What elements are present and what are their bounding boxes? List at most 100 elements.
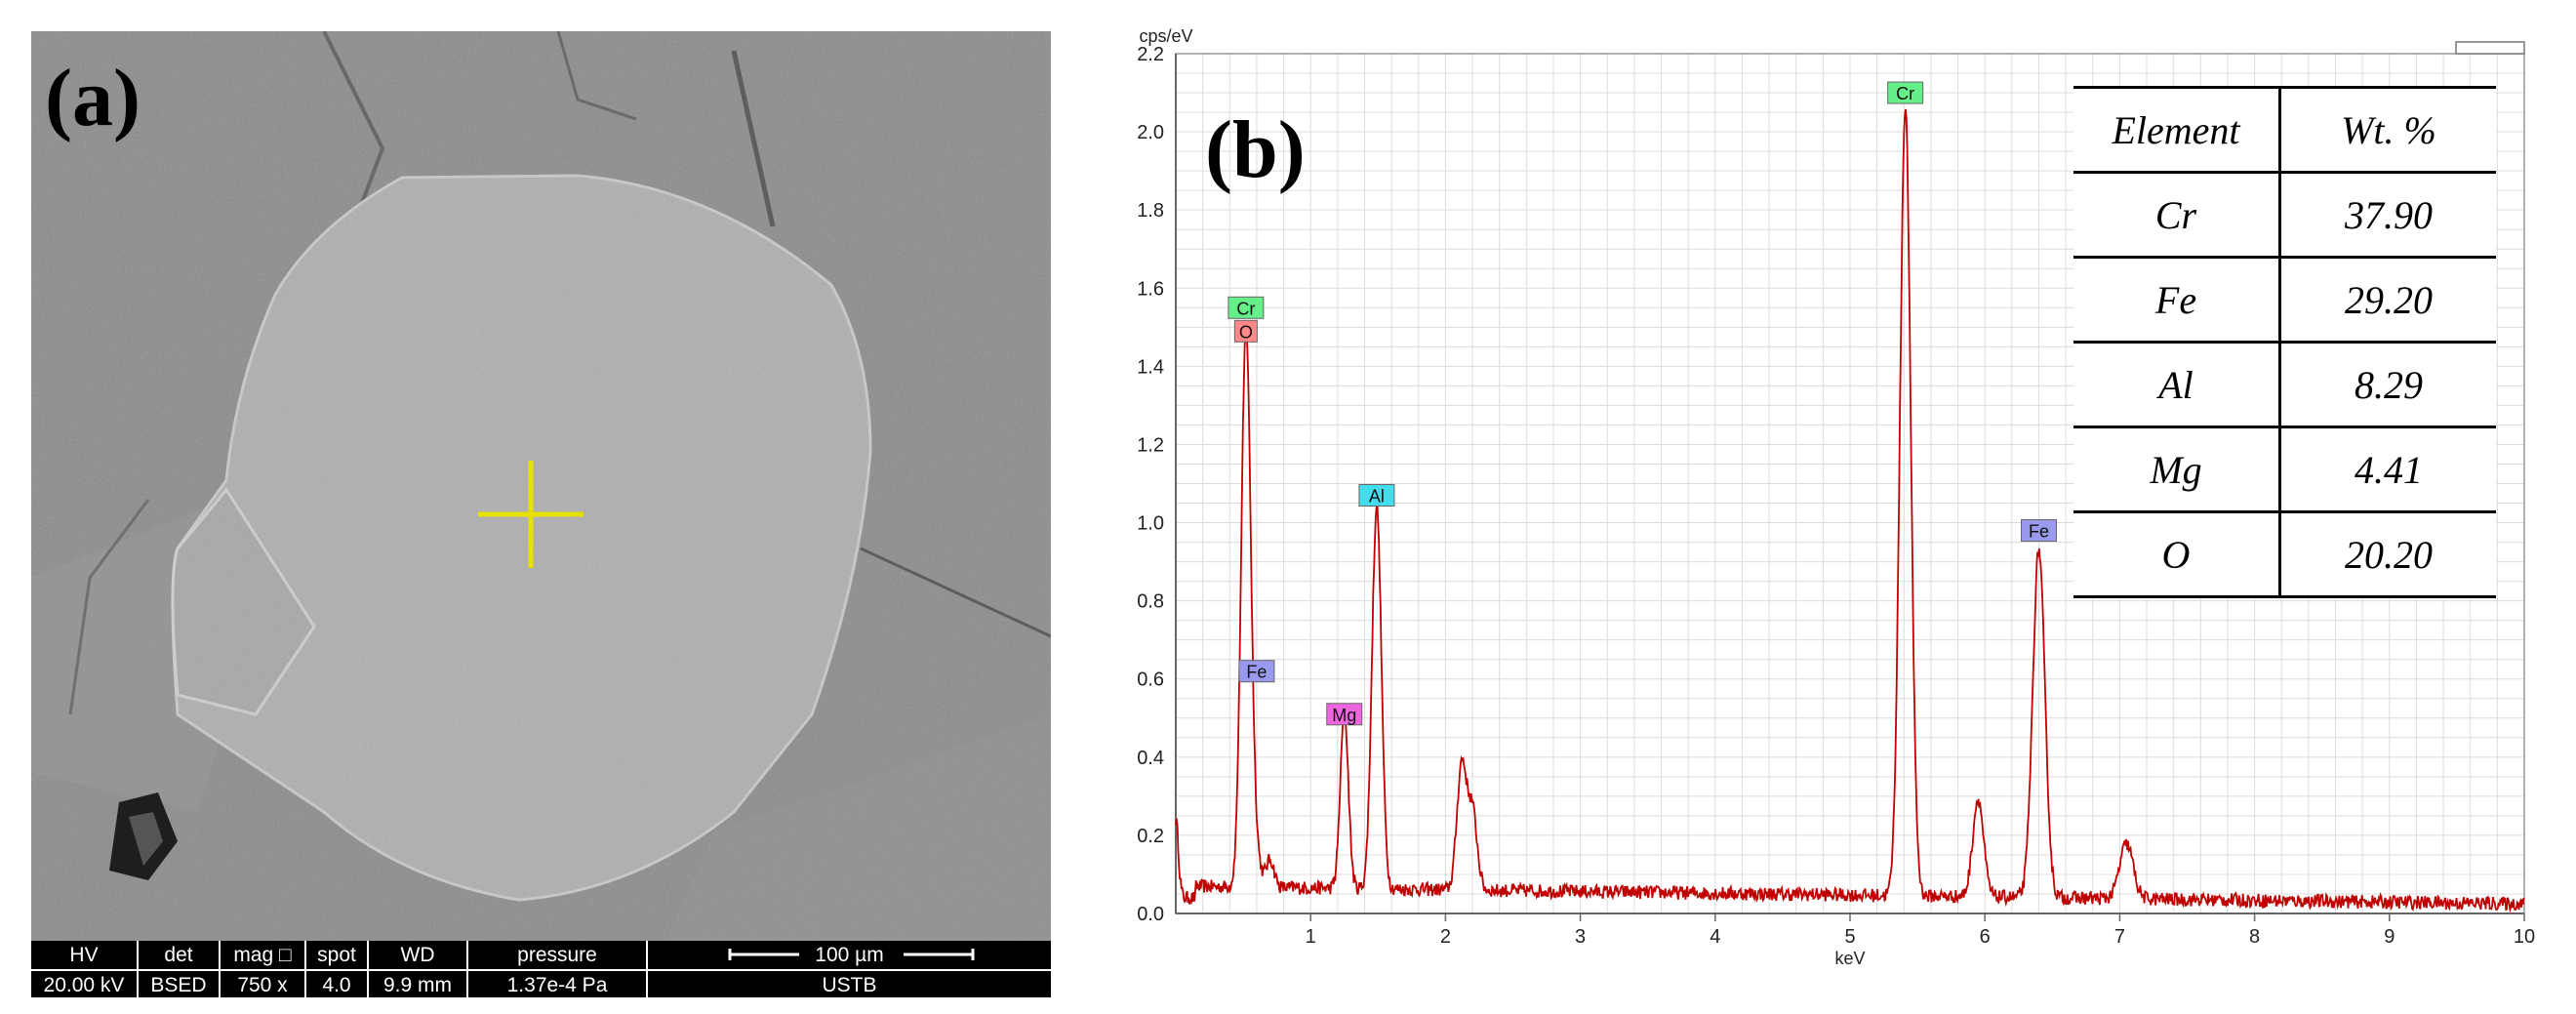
table-row: Al 8.29 bbox=[2073, 342, 2496, 428]
scale-bar-label: 100 µm bbox=[815, 944, 884, 966]
table-cell-wt: 8.29 bbox=[2279, 342, 2496, 428]
y-tick-label: 2.0 bbox=[1137, 122, 1164, 143]
chart-annotations: Cr O Fe Mg Al Cr Fe bbox=[1228, 81, 2057, 726]
peak-label-text: Fe bbox=[2029, 522, 2049, 542]
databar-value: 750 x bbox=[237, 974, 288, 996]
table-cell-wt: 29.20 bbox=[2279, 257, 2496, 344]
databar-header: WD bbox=[369, 941, 466, 971]
peak-label-box bbox=[2020, 519, 2057, 543]
y-tick-label: 2.2 bbox=[1137, 44, 1164, 65]
databar-header: mag □ bbox=[221, 941, 304, 971]
sem-panel: (a) HV 20.00 kV det BSED mag □ 750 x spo… bbox=[31, 31, 1051, 997]
sem-micrograph: (a) bbox=[31, 31, 1051, 941]
y-tick-label: 0.2 bbox=[1137, 826, 1164, 847]
databar-header: pressure bbox=[468, 941, 646, 971]
spectrum-line bbox=[1175, 108, 2525, 913]
peak-label-text: Mg bbox=[1332, 706, 1356, 725]
y-tick-label: 1.4 bbox=[1137, 356, 1164, 378]
x-tick-label: 2 bbox=[1440, 926, 1451, 948]
peak-label: Fe bbox=[1238, 660, 1275, 683]
peak-label-box bbox=[1358, 484, 1395, 507]
chart-series bbox=[1175, 108, 2525, 913]
peak-label-box bbox=[1887, 81, 1924, 104]
y-tick-label: 0.8 bbox=[1137, 591, 1164, 613]
x-tick-label: 8 bbox=[2249, 926, 2260, 948]
x-axis-label: keV bbox=[1834, 949, 1865, 968]
peak-label-box bbox=[1326, 703, 1363, 726]
table-cell-element: O bbox=[2073, 511, 2281, 598]
peak-label: Cr bbox=[1887, 81, 1924, 104]
scale-bar-row: 100 µm bbox=[648, 941, 1051, 971]
scale-bar-line bbox=[728, 949, 975, 960]
panel-a-label: (a) bbox=[45, 53, 141, 143]
peak-label: Fe bbox=[2020, 519, 2057, 543]
x-tick-label: 5 bbox=[1844, 926, 1855, 948]
databar-spot: spot 4.0 bbox=[306, 941, 369, 997]
y-tick-label: 0.6 bbox=[1137, 669, 1164, 691]
peak-label-box bbox=[1233, 319, 1258, 343]
y-tick-label: 1.6 bbox=[1137, 278, 1164, 300]
databar-header: spot bbox=[306, 941, 367, 971]
y-tick-label: 1.8 bbox=[1137, 200, 1164, 222]
table-cell-wt: 37.90 bbox=[2279, 172, 2496, 259]
y-axis-label: cps/eV bbox=[1139, 26, 1192, 46]
x-tick-label: 9 bbox=[2384, 926, 2395, 948]
databar-header: HV bbox=[31, 941, 137, 971]
peak-label: O bbox=[1233, 319, 1258, 343]
table-header-wt: Wt. % bbox=[2279, 86, 2496, 174]
sem-image-art bbox=[31, 31, 1051, 941]
legend-box bbox=[2455, 41, 2525, 55]
peak-label-box bbox=[1228, 296, 1265, 319]
x-tick-label: 10 bbox=[2514, 926, 2535, 948]
panel-b-label: (b) bbox=[1205, 104, 1306, 195]
y-tick-label: 1.0 bbox=[1137, 513, 1164, 535]
x-tick-label: 1 bbox=[1306, 926, 1316, 948]
table-row: Fe 29.20 bbox=[2073, 257, 2496, 344]
table-cell-wt: 20.20 bbox=[2279, 511, 2496, 598]
peak-label-text: Al bbox=[1369, 487, 1385, 507]
peak-label: Cr bbox=[1228, 296, 1265, 319]
table-row: O 20.20 bbox=[2073, 511, 2496, 598]
peak-label-text: Fe bbox=[1246, 663, 1267, 682]
x-tick-label: 7 bbox=[2114, 926, 2125, 948]
y-tick-label: 0.0 bbox=[1137, 904, 1164, 925]
y-tick-label: 0.4 bbox=[1137, 748, 1164, 769]
table-cell-element: Mg bbox=[2073, 426, 2281, 513]
peak-label-text: O bbox=[1239, 322, 1253, 342]
databar-value: 1.37e-4 Pa bbox=[506, 974, 608, 996]
table-row: Mg 4.41 bbox=[2073, 426, 2496, 513]
databar-pressure: pressure 1.37e-4 Pa bbox=[468, 941, 648, 997]
table-cell-element: Fe bbox=[2073, 257, 2281, 344]
table-cell-wt: 4.41 bbox=[2279, 426, 2496, 513]
table-header-element: Element bbox=[2073, 86, 2281, 174]
table-header-row: Element Wt. % bbox=[2073, 86, 2496, 174]
eds-panel: 1 2 3 4 5 6 7 8 9 10 0.0 0.2 0.4 0.6 0.8 1.0 1.2 1.4 1.6 1.… bbox=[1103, 0, 2576, 1014]
table-row: Cr 37.90 bbox=[2073, 172, 2496, 259]
peak-label-text: Cr bbox=[1896, 84, 1914, 103]
databar-value: 20.00 kV bbox=[43, 974, 125, 996]
crosshair-marker bbox=[478, 461, 584, 568]
databar-hv: HV 20.00 kV bbox=[31, 941, 139, 997]
databar-value: 4.0 bbox=[322, 974, 351, 996]
x-tick-label: 6 bbox=[1980, 926, 1991, 948]
table-cell-element: Cr bbox=[2073, 172, 2281, 259]
databar-value: 9.9 mm bbox=[382, 974, 452, 996]
peak-label: Mg bbox=[1326, 703, 1363, 726]
peak-label-box bbox=[1238, 660, 1275, 683]
sem-databar: HV 20.00 kV det BSED mag □ 750 x spot 4.… bbox=[31, 941, 1051, 997]
peak-label-text: Cr bbox=[1236, 299, 1255, 318]
composition-table: Element Wt. % Cr 37.90 Fe 29.20 Al 8.29 … bbox=[2073, 86, 2496, 598]
chart-ticks: 1 2 3 4 5 6 7 8 9 10 0.0 0.2 0.4 0.6 0.8 1.0 1.2 1.4 1.6 1.… bbox=[1137, 26, 2535, 968]
y-tick-label: 1.2 bbox=[1137, 434, 1164, 456]
peak-label: Al bbox=[1358, 484, 1395, 507]
databar-mag: mag □ 750 x bbox=[221, 941, 306, 997]
x-tick-label: 3 bbox=[1575, 926, 1586, 948]
databar-wd: WD 9.9 mm bbox=[369, 941, 468, 997]
eds-spectrum-chart: 1 2 3 4 5 6 7 8 9 10 0.0 0.2 0.4 0.6 0.8 1.0 1.2 1.4 1.6 1.… bbox=[1137, 26, 2535, 968]
x-tick-label: 4 bbox=[1710, 926, 1720, 948]
scale-bar: 100 µm USTB bbox=[648, 941, 1051, 997]
databar-det: det BSED bbox=[139, 941, 221, 997]
table-cell-element: Al bbox=[2073, 342, 2281, 428]
databar-header: det bbox=[139, 941, 219, 971]
lab-label: USTB bbox=[822, 974, 877, 996]
